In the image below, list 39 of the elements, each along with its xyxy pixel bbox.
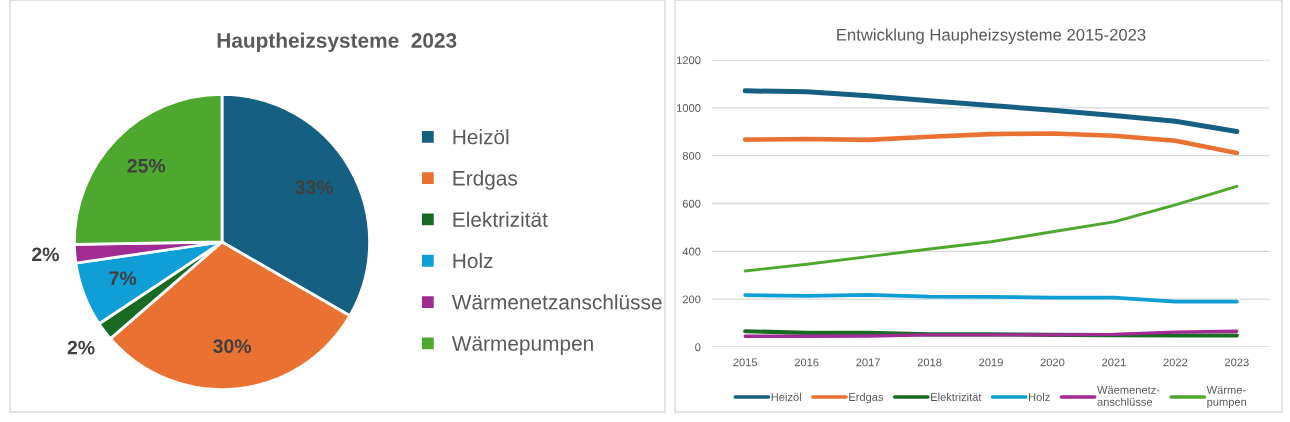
x-tick-label: 2016 bbox=[794, 358, 819, 367]
data-label: 7% bbox=[109, 271, 137, 286]
legend-label: Heizöl bbox=[771, 392, 801, 401]
legend-label: Erdgas bbox=[453, 170, 518, 190]
x-tick-label: 2017 bbox=[856, 358, 880, 367]
legend-label: Elektrizität bbox=[453, 211, 548, 227]
y-tick-label: 400 bbox=[682, 247, 701, 256]
x-tick-label: 2015 bbox=[733, 358, 758, 367]
x-tick-label: 2020 bbox=[1040, 358, 1065, 367]
x-tick-label: 2022 bbox=[1163, 358, 1188, 367]
y-tick-label: 200 bbox=[682, 295, 701, 304]
data-label: 30% bbox=[213, 339, 252, 354]
x-tick-label: 2021 bbox=[1102, 358, 1126, 367]
legend-label: Heizöl bbox=[453, 129, 509, 145]
line-series bbox=[742, 131, 1240, 156]
legend-label: Holz bbox=[453, 252, 493, 269]
x-tick-label: 2019 bbox=[979, 358, 1003, 367]
y-tick-label: 800 bbox=[682, 151, 701, 160]
legend-label: Elektrizität bbox=[931, 392, 982, 401]
y-tick-label: 1200 bbox=[677, 56, 701, 65]
data-label: 33% bbox=[295, 180, 333, 195]
data-label: 25% bbox=[127, 158, 166, 173]
y-tick-label: 600 bbox=[682, 199, 701, 208]
line-series bbox=[743, 292, 1239, 304]
chart-title: Entwicklung Haupheizsysteme 2015-2023 bbox=[837, 28, 1146, 45]
x-tick-label: 2018 bbox=[917, 358, 942, 367]
data-label: 2% bbox=[67, 340, 95, 355]
legend-label: Holz bbox=[1029, 392, 1050, 401]
line-series bbox=[743, 184, 1239, 273]
legend-label: Wärme- pumpen bbox=[1206, 386, 1247, 409]
legend-label: Wäemenetz- anschlüsse bbox=[1097, 386, 1160, 406]
legend-label: Wärmepumpen bbox=[451, 336, 593, 355]
y-tick-label: 1000 bbox=[677, 104, 701, 112]
y-tick-label: 0 bbox=[695, 343, 701, 352]
chart-title: Hauptheizsysteme 2023 bbox=[217, 32, 457, 52]
legend-label: Erdgas bbox=[849, 392, 884, 404]
legend-label: Wärmenetzanschlüsse bbox=[451, 294, 662, 310]
x-tick-label: 2023 bbox=[1225, 358, 1249, 367]
data-label: 2% bbox=[32, 247, 59, 262]
